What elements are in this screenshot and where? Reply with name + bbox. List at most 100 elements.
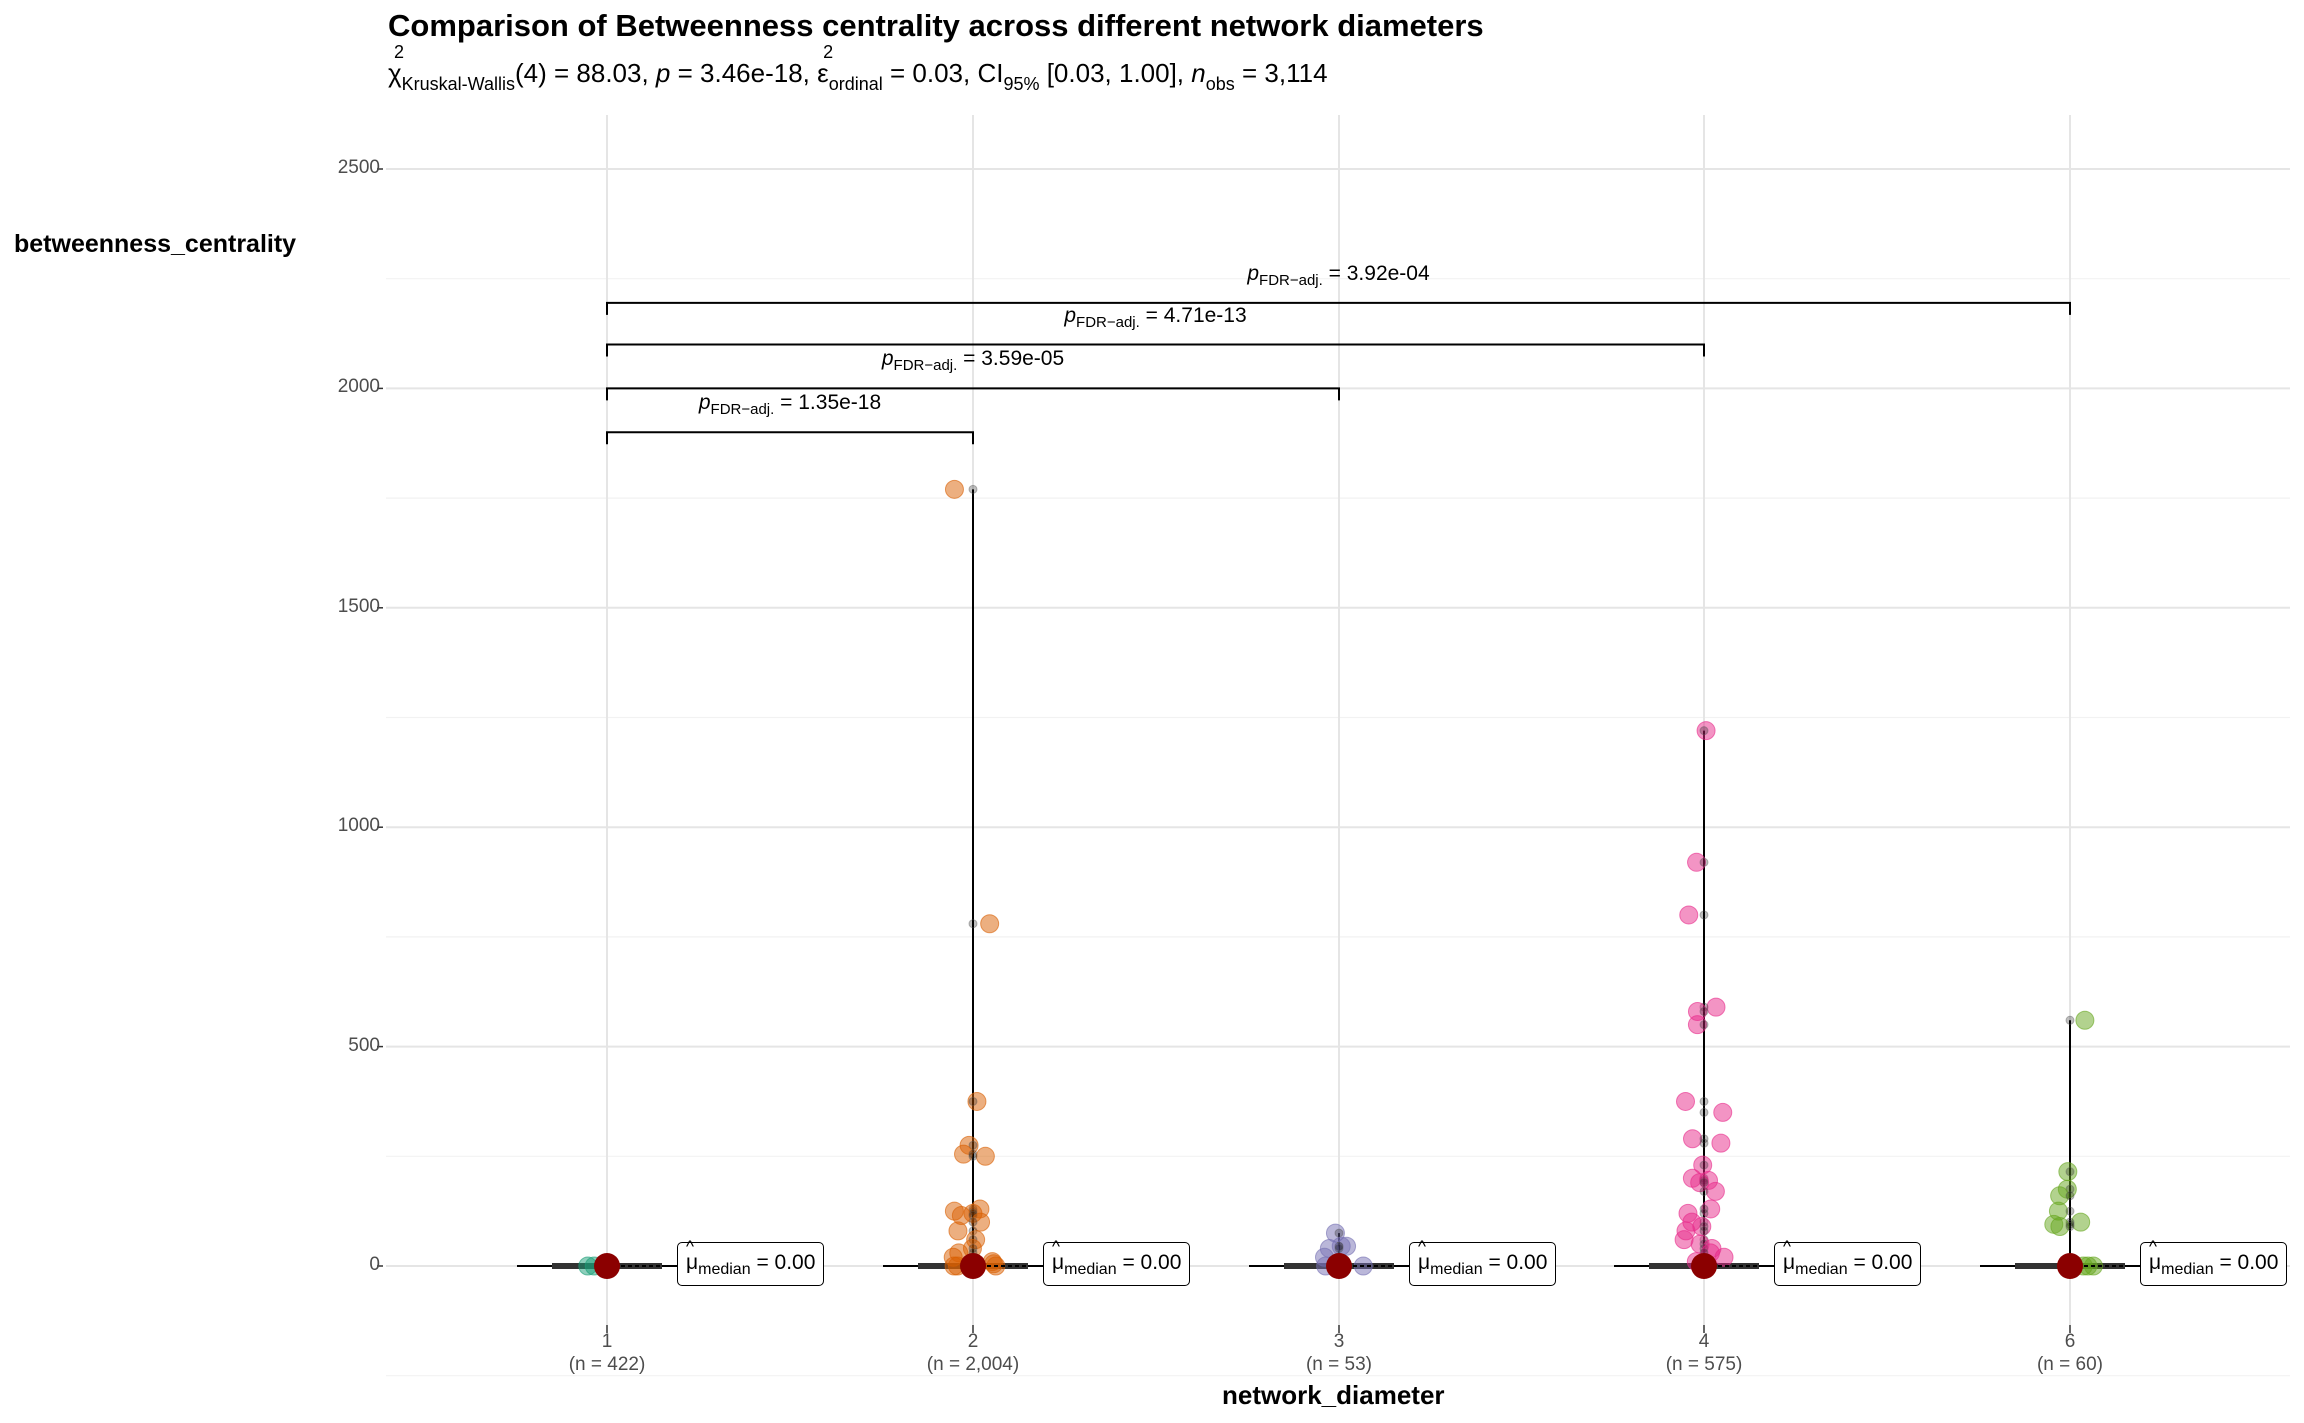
outlier-point	[1699, 1222, 1709, 1232]
data-point	[944, 479, 964, 499]
outlier-point	[1699, 726, 1709, 736]
outlier-point	[1699, 1160, 1709, 1170]
y-tick-label: 1500	[337, 595, 380, 617]
chart-title: Comparison of Betweenness centrality acr…	[388, 8, 1484, 43]
y-tick-label: 0	[369, 1254, 380, 1275]
mu-hat-symbol: μ	[686, 1237, 698, 1275]
outlier-point	[968, 1140, 978, 1150]
outlier-point	[968, 1096, 978, 1106]
mu-hat-symbol: μ	[1052, 1237, 1064, 1275]
y-axis-title: betweenness_centrality	[14, 230, 297, 258]
outlier-point	[1699, 1226, 1709, 1236]
x-tick-value: 1	[601, 1331, 613, 1352]
data-point	[1711, 1133, 1731, 1153]
median-sub: median	[698, 1261, 751, 1278]
median-value: = 0.00	[1853, 1251, 1913, 1274]
comparison-label: pFDR−adj. = 4.71e-13	[1064, 304, 1246, 331]
outlier-point	[968, 484, 978, 494]
comparison-bracket	[606, 343, 1705, 357]
outlier-point	[2065, 1167, 2075, 1177]
median-sub: median	[1430, 1261, 1483, 1278]
epsilon-sup: 2	[823, 42, 834, 62]
epsilon-sub: ordinal	[828, 74, 883, 94]
p-value: = 3.46e-18,	[670, 58, 818, 88]
median-sub: median	[1795, 1261, 1848, 1278]
n-value: = 3,114	[1234, 58, 1328, 88]
x-tick-value: 2	[967, 1331, 979, 1352]
chi-symbol: χ	[388, 58, 402, 88]
data-point	[2050, 1217, 2070, 1237]
outlier-point	[2065, 1206, 2075, 1216]
data-point	[2075, 1010, 2095, 1030]
y-tick-label: 1000	[337, 815, 380, 837]
p-symbol: p	[881, 347, 894, 371]
data-point	[971, 1212, 991, 1232]
outlier-point	[1699, 1204, 1709, 1214]
x-tick-count: (n = 2,004)	[926, 1354, 1020, 1375]
data-point	[954, 1144, 974, 1164]
y-tick-label: 500	[348, 1034, 380, 1056]
p-symbol: p	[698, 391, 711, 415]
median-point	[1326, 1253, 1352, 1279]
outlier-point	[1699, 1178, 1709, 1188]
comparison-bracket	[606, 301, 2071, 315]
outlier-point	[1699, 1134, 1709, 1144]
p-sub: FDR−adj.	[710, 401, 775, 419]
outlier-point	[1699, 1107, 1709, 1117]
comparison-label: pFDR−adj. = 1.35e-18	[699, 391, 881, 418]
data-point	[1690, 1173, 1710, 1193]
median-value: = 0.00	[1488, 1251, 1548, 1274]
outlier-point	[1699, 910, 1709, 920]
y-tick-label: 2500	[337, 157, 380, 178]
data-point	[2071, 1212, 2091, 1232]
ci-value: [0.03, 1.00],	[1039, 58, 1192, 88]
p-value: = 1.35e-18	[774, 391, 882, 415]
comparison-bracket	[606, 431, 974, 445]
chart-subtitle: χ 2 Kruskal-Wallis(4) = 88.03, p = 3.46e-1…	[388, 42, 1328, 95]
data-point	[975, 1146, 995, 1166]
x-tick-count: (n = 60)	[2036, 1354, 2103, 1375]
x-tick-value: 4	[1698, 1331, 1710, 1352]
outlier-point	[1699, 1006, 1709, 1016]
data-point	[1714, 1247, 1734, 1267]
p-value: = 3.59e-05	[957, 347, 1065, 371]
median-label: μmedian = 0.00	[677, 1237, 825, 1286]
effect-size: = 0.03, CI	[882, 58, 1004, 88]
outlier-point	[968, 1151, 978, 1161]
median-point	[960, 1253, 986, 1279]
median-sub: median	[1064, 1261, 1117, 1278]
x-tick-count: (n = 575)	[1665, 1354, 1743, 1375]
outlier-point	[1699, 1138, 1709, 1148]
outlier-point	[1699, 1208, 1709, 1218]
data-point	[1687, 1015, 1707, 1035]
data-point	[1706, 997, 1726, 1017]
x-tick-count: (n = 53)	[1305, 1354, 1372, 1375]
data-point	[1687, 852, 1707, 872]
outlier-point	[1699, 857, 1709, 867]
x-tick-label: 6 (n = 60)	[1970, 1330, 2170, 1376]
data-point	[948, 1221, 968, 1241]
outlier-point	[2065, 1015, 2075, 1025]
data-point	[980, 914, 1000, 934]
median-label: μmedian = 0.00	[1043, 1237, 1191, 1286]
mu-hat-symbol: μ	[1783, 1237, 1795, 1275]
x-tick-count: (n = 422)	[568, 1354, 646, 1375]
comparison-label: pFDR−adj. = 3.92e-04	[1247, 262, 1429, 289]
outlier-point	[1334, 1243, 1344, 1253]
outlier-point	[968, 1217, 978, 1227]
median-point	[2057, 1253, 2083, 1279]
p-sub: FDR−adj.	[1259, 271, 1323, 289]
x-tick-value: 3	[1333, 1331, 1345, 1352]
data-point	[1676, 1091, 1696, 1111]
outlier-point	[1699, 1096, 1709, 1106]
comparison-bracket	[606, 387, 1340, 401]
data-point	[1683, 1129, 1703, 1149]
p-sub: FDR−adj.	[1076, 313, 1140, 331]
comparison-label: pFDR−adj. = 3.59e-05	[882, 347, 1064, 374]
outlier-point	[968, 1243, 978, 1253]
n-symbol: n	[1191, 58, 1206, 88]
data-point	[967, 1091, 987, 1111]
data-point	[1696, 721, 1716, 741]
median-value: = 0.00	[2219, 1251, 2279, 1274]
